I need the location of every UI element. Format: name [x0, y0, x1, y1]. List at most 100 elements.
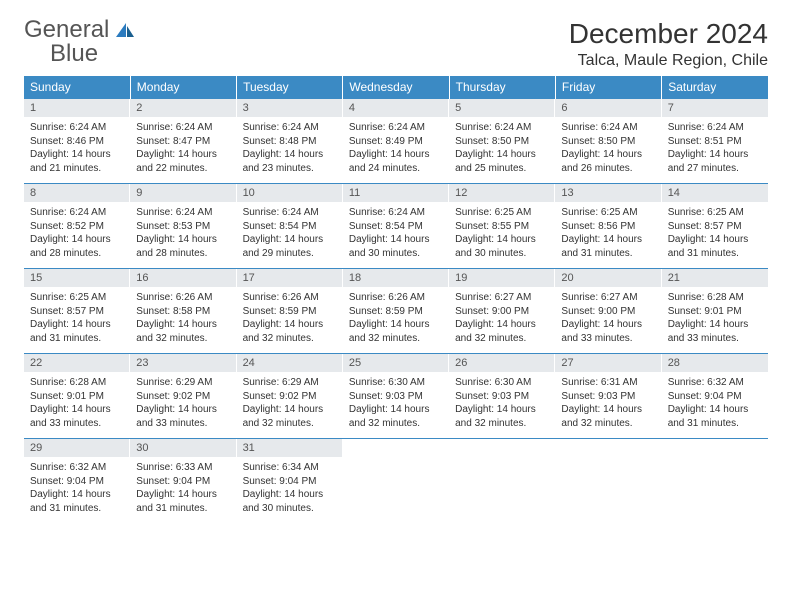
logo-part1: General — [24, 16, 109, 43]
title-wrap: December 2024 Talca, Maule Region, Chile — [569, 18, 768, 70]
day-number: 23 — [130, 354, 236, 372]
day-number: 9 — [130, 184, 236, 202]
day-header: Monday — [130, 76, 236, 99]
day-of-week-row: SundayMondayTuesdayWednesdayThursdayFrid… — [24, 76, 768, 99]
logo-part2: Blue — [50, 40, 98, 67]
day-details: Sunrise: 6:31 AMSunset: 9:03 PMDaylight:… — [555, 372, 661, 438]
calendar-cell: 29Sunrise: 6:32 AMSunset: 9:04 PMDayligh… — [24, 439, 130, 524]
day-number: 27 — [555, 354, 661, 372]
calendar-cell: 19Sunrise: 6:27 AMSunset: 9:00 PMDayligh… — [449, 269, 555, 354]
day-number: 7 — [662, 99, 768, 117]
day-number: 24 — [237, 354, 343, 372]
calendar-cell: 16Sunrise: 6:26 AMSunset: 8:58 PMDayligh… — [130, 269, 236, 354]
day-details: Sunrise: 6:26 AMSunset: 8:58 PMDaylight:… — [130, 287, 236, 353]
calendar-cell: 30Sunrise: 6:33 AMSunset: 9:04 PMDayligh… — [130, 439, 236, 524]
day-number: 29 — [24, 439, 130, 457]
day-header: Wednesday — [343, 76, 449, 99]
calendar-cell: 14Sunrise: 6:25 AMSunset: 8:57 PMDayligh… — [662, 184, 768, 269]
day-details: Sunrise: 6:24 AMSunset: 8:52 PMDaylight:… — [24, 202, 130, 268]
day-details: Sunrise: 6:24 AMSunset: 8:46 PMDaylight:… — [24, 117, 130, 183]
calendar-cell: 7Sunrise: 6:24 AMSunset: 8:51 PMDaylight… — [662, 99, 768, 184]
calendar-cell: 22Sunrise: 6:28 AMSunset: 9:01 PMDayligh… — [24, 354, 130, 439]
day-details: Sunrise: 6:25 AMSunset: 8:57 PMDaylight:… — [662, 202, 768, 268]
calendar-cell: 1Sunrise: 6:24 AMSunset: 8:46 PMDaylight… — [24, 99, 130, 184]
calendar-week: 29Sunrise: 6:32 AMSunset: 9:04 PMDayligh… — [24, 439, 768, 524]
day-number: 4 — [343, 99, 449, 117]
calendar-cell: 2Sunrise: 6:24 AMSunset: 8:47 PMDaylight… — [130, 99, 236, 184]
day-details: Sunrise: 6:30 AMSunset: 9:03 PMDaylight:… — [343, 372, 449, 438]
day-details: Sunrise: 6:27 AMSunset: 9:00 PMDaylight:… — [555, 287, 661, 353]
calendar-week: 8Sunrise: 6:24 AMSunset: 8:52 PMDaylight… — [24, 184, 768, 269]
day-number: 14 — [662, 184, 768, 202]
day-details: Sunrise: 6:24 AMSunset: 8:53 PMDaylight:… — [130, 202, 236, 268]
logo: General Blue — [24, 18, 136, 66]
calendar-cell: 8Sunrise: 6:24 AMSunset: 8:52 PMDaylight… — [24, 184, 130, 269]
day-details: Sunrise: 6:34 AMSunset: 9:04 PMDaylight:… — [237, 457, 343, 523]
logo-text: General Blue — [24, 18, 136, 66]
calendar-cell: 5Sunrise: 6:24 AMSunset: 8:50 PMDaylight… — [449, 99, 555, 184]
day-details: Sunrise: 6:28 AMSunset: 9:01 PMDaylight:… — [662, 287, 768, 353]
day-details: Sunrise: 6:24 AMSunset: 8:50 PMDaylight:… — [449, 117, 555, 183]
calendar-week: 15Sunrise: 6:25 AMSunset: 8:57 PMDayligh… — [24, 269, 768, 354]
calendar-week: 22Sunrise: 6:28 AMSunset: 9:01 PMDayligh… — [24, 354, 768, 439]
day-number: 26 — [449, 354, 555, 372]
day-number: 10 — [237, 184, 343, 202]
day-number: 3 — [237, 99, 343, 117]
day-details: Sunrise: 6:29 AMSunset: 9:02 PMDaylight:… — [130, 372, 236, 438]
calendar-cell: 18Sunrise: 6:26 AMSunset: 8:59 PMDayligh… — [343, 269, 449, 354]
day-details: Sunrise: 6:25 AMSunset: 8:57 PMDaylight:… — [24, 287, 130, 353]
calendar-cell: 12Sunrise: 6:25 AMSunset: 8:55 PMDayligh… — [449, 184, 555, 269]
calendar-cell: 20Sunrise: 6:27 AMSunset: 9:00 PMDayligh… — [555, 269, 661, 354]
calendar-cell — [343, 439, 449, 524]
day-number: 2 — [130, 99, 236, 117]
calendar-cell: 17Sunrise: 6:26 AMSunset: 8:59 PMDayligh… — [237, 269, 343, 354]
day-header: Friday — [555, 76, 661, 99]
calendar-table: SundayMondayTuesdayWednesdayThursdayFrid… — [24, 76, 768, 523]
day-header: Saturday — [662, 76, 768, 99]
day-details: Sunrise: 6:24 AMSunset: 8:50 PMDaylight:… — [555, 117, 661, 183]
calendar-cell: 6Sunrise: 6:24 AMSunset: 8:50 PMDaylight… — [555, 99, 661, 184]
calendar-cell: 23Sunrise: 6:29 AMSunset: 9:02 PMDayligh… — [130, 354, 236, 439]
day-details: Sunrise: 6:25 AMSunset: 8:56 PMDaylight:… — [555, 202, 661, 268]
day-details: Sunrise: 6:30 AMSunset: 9:03 PMDaylight:… — [449, 372, 555, 438]
day-number: 21 — [662, 269, 768, 287]
day-header: Thursday — [449, 76, 555, 99]
calendar-cell: 31Sunrise: 6:34 AMSunset: 9:04 PMDayligh… — [237, 439, 343, 524]
day-details: Sunrise: 6:25 AMSunset: 8:55 PMDaylight:… — [449, 202, 555, 268]
day-number: 22 — [24, 354, 130, 372]
calendar-cell — [662, 439, 768, 524]
day-number: 6 — [555, 99, 661, 117]
day-header: Tuesday — [237, 76, 343, 99]
day-number: 30 — [130, 439, 236, 457]
day-details: Sunrise: 6:32 AMSunset: 9:04 PMDaylight:… — [24, 457, 130, 523]
calendar-cell: 27Sunrise: 6:31 AMSunset: 9:03 PMDayligh… — [555, 354, 661, 439]
day-details: Sunrise: 6:24 AMSunset: 8:54 PMDaylight:… — [237, 202, 343, 268]
calendar-cell — [449, 439, 555, 524]
day-details: Sunrise: 6:24 AMSunset: 8:48 PMDaylight:… — [237, 117, 343, 183]
day-number: 25 — [343, 354, 449, 372]
calendar-cell: 11Sunrise: 6:24 AMSunset: 8:54 PMDayligh… — [343, 184, 449, 269]
day-details: Sunrise: 6:32 AMSunset: 9:04 PMDaylight:… — [662, 372, 768, 438]
day-number: 20 — [555, 269, 661, 287]
calendar-cell — [555, 439, 661, 524]
day-details: Sunrise: 6:24 AMSunset: 8:54 PMDaylight:… — [343, 202, 449, 268]
calendar-cell: 15Sunrise: 6:25 AMSunset: 8:57 PMDayligh… — [24, 269, 130, 354]
calendar-cell: 9Sunrise: 6:24 AMSunset: 8:53 PMDaylight… — [130, 184, 236, 269]
day-number: 19 — [449, 269, 555, 287]
day-details: Sunrise: 6:24 AMSunset: 8:51 PMDaylight:… — [662, 117, 768, 183]
day-details: Sunrise: 6:26 AMSunset: 8:59 PMDaylight:… — [343, 287, 449, 353]
day-number: 1 — [24, 99, 130, 117]
day-number: 16 — [130, 269, 236, 287]
calendar-cell: 3Sunrise: 6:24 AMSunset: 8:48 PMDaylight… — [237, 99, 343, 184]
day-number: 5 — [449, 99, 555, 117]
day-number: 8 — [24, 184, 130, 202]
calendar-cell: 26Sunrise: 6:30 AMSunset: 9:03 PMDayligh… — [449, 354, 555, 439]
month-title: December 2024 — [569, 18, 768, 50]
day-number: 15 — [24, 269, 130, 287]
day-number: 13 — [555, 184, 661, 202]
day-number: 28 — [662, 354, 768, 372]
location: Talca, Maule Region, Chile — [569, 52, 768, 70]
day-details: Sunrise: 6:28 AMSunset: 9:01 PMDaylight:… — [24, 372, 130, 438]
day-details: Sunrise: 6:27 AMSunset: 9:00 PMDaylight:… — [449, 287, 555, 353]
calendar-cell: 13Sunrise: 6:25 AMSunset: 8:56 PMDayligh… — [555, 184, 661, 269]
